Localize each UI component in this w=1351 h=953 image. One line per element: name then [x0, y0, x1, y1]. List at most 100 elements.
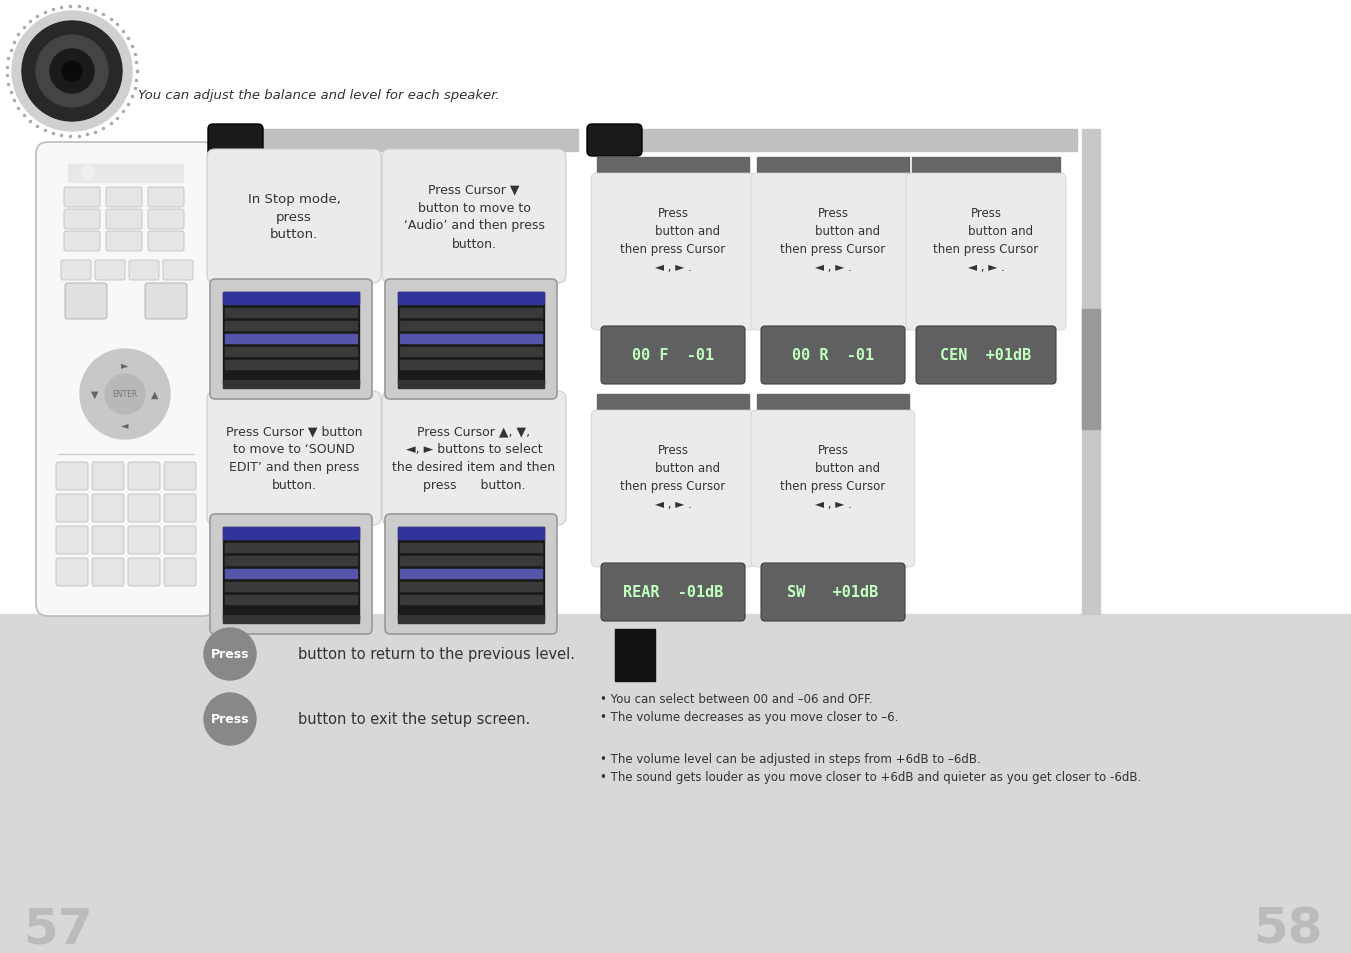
FancyBboxPatch shape: [586, 125, 642, 157]
FancyBboxPatch shape: [382, 392, 566, 525]
Text: ENTER: ENTER: [112, 390, 138, 399]
FancyBboxPatch shape: [163, 495, 196, 522]
Bar: [238, 130, 578, 152]
Bar: [400, 335, 542, 344]
FancyBboxPatch shape: [92, 495, 124, 522]
Bar: [912, 158, 1061, 180]
Bar: [1082, 130, 1100, 615]
Bar: [226, 309, 357, 317]
Bar: [223, 527, 359, 539]
Circle shape: [204, 693, 255, 745]
Text: 00 F  -01: 00 F -01: [632, 348, 715, 363]
Text: Press
        button and
then press Cursor
◄ , ► .: Press button and then press Cursor ◄ , ►…: [934, 207, 1039, 274]
FancyBboxPatch shape: [209, 515, 372, 635]
Bar: [226, 557, 357, 565]
Text: • The volume level can be adjusted in steps from +6dB to –6dB.: • The volume level can be adjusted in st…: [600, 753, 981, 765]
Bar: [400, 557, 542, 565]
Bar: [0, 615, 1351, 953]
Bar: [400, 582, 542, 592]
FancyBboxPatch shape: [55, 558, 88, 586]
Bar: [223, 380, 359, 389]
Bar: [399, 293, 544, 385]
FancyBboxPatch shape: [751, 411, 915, 567]
Bar: [226, 360, 357, 370]
Bar: [597, 395, 748, 416]
Text: • You can select between 00 and –06 and OFF.: • You can select between 00 and –06 and …: [600, 693, 873, 706]
FancyBboxPatch shape: [61, 261, 91, 281]
FancyBboxPatch shape: [92, 558, 124, 586]
FancyBboxPatch shape: [207, 392, 381, 525]
FancyBboxPatch shape: [385, 515, 557, 635]
Circle shape: [36, 36, 108, 108]
Bar: [1082, 310, 1100, 430]
Text: 00 R  -01: 00 R -01: [792, 348, 874, 363]
Bar: [615, 629, 655, 681]
Circle shape: [62, 62, 82, 82]
FancyBboxPatch shape: [601, 563, 744, 621]
Bar: [399, 293, 544, 305]
Text: • The sound gets louder as you move closer to +6dB and quieter as you get closer: • The sound gets louder as you move clos…: [600, 771, 1142, 783]
FancyBboxPatch shape: [63, 232, 100, 252]
Text: In Stop mode,
press
button.: In Stop mode, press button.: [247, 193, 340, 241]
Bar: [226, 543, 357, 553]
Circle shape: [204, 628, 255, 680]
FancyBboxPatch shape: [128, 526, 159, 555]
Bar: [400, 360, 542, 370]
FancyBboxPatch shape: [163, 261, 193, 281]
Bar: [226, 569, 357, 578]
Bar: [223, 616, 359, 623]
Bar: [226, 335, 357, 344]
FancyBboxPatch shape: [55, 495, 88, 522]
Text: Press
        button and
then press Cursor
◄ , ► .: Press button and then press Cursor ◄ , ►…: [781, 207, 886, 274]
FancyBboxPatch shape: [385, 280, 557, 399]
Text: ▲: ▲: [151, 390, 159, 399]
FancyBboxPatch shape: [128, 462, 159, 491]
Circle shape: [105, 375, 145, 415]
Text: REAR  -01dB: REAR -01dB: [623, 585, 723, 599]
FancyBboxPatch shape: [63, 210, 100, 230]
Text: ►: ►: [122, 359, 128, 370]
Bar: [68, 165, 182, 183]
Bar: [400, 348, 542, 356]
Bar: [223, 527, 359, 619]
FancyBboxPatch shape: [128, 558, 159, 586]
FancyBboxPatch shape: [63, 188, 100, 208]
Bar: [226, 582, 357, 592]
FancyBboxPatch shape: [65, 284, 107, 319]
Text: Press: Press: [211, 713, 249, 726]
Bar: [226, 322, 357, 331]
Bar: [399, 616, 544, 623]
FancyBboxPatch shape: [149, 188, 184, 208]
Text: Press: Press: [211, 648, 249, 660]
Text: 57: 57: [23, 905, 93, 953]
FancyBboxPatch shape: [55, 462, 88, 491]
Text: Press Cursor ▲, ▼,
◄, ► buttons to select
the desired item and then
press      b: Press Cursor ▲, ▼, ◄, ► buttons to selec…: [392, 425, 555, 492]
Bar: [400, 322, 542, 331]
Circle shape: [12, 12, 132, 132]
FancyBboxPatch shape: [128, 261, 159, 281]
Bar: [226, 596, 357, 604]
Bar: [597, 158, 748, 180]
FancyBboxPatch shape: [209, 280, 372, 399]
Bar: [399, 527, 544, 539]
FancyBboxPatch shape: [92, 462, 124, 491]
FancyBboxPatch shape: [105, 210, 142, 230]
FancyBboxPatch shape: [207, 150, 381, 284]
Bar: [223, 293, 359, 385]
FancyBboxPatch shape: [761, 327, 905, 385]
Bar: [400, 543, 542, 553]
Text: You can adjust the balance and level for each speaker.: You can adjust the balance and level for…: [138, 89, 500, 101]
Text: CEN  +01dB: CEN +01dB: [940, 348, 1032, 363]
Bar: [400, 596, 542, 604]
Bar: [400, 569, 542, 578]
Text: Press
        button and
then press Cursor
◄ , ► .: Press button and then press Cursor ◄ , ►…: [781, 444, 886, 511]
Bar: [399, 527, 544, 619]
Text: Press Cursor ▼ button
to move to ‘SOUND
EDIT’ and then press
button.: Press Cursor ▼ button to move to ‘SOUND …: [226, 425, 362, 492]
FancyBboxPatch shape: [590, 173, 755, 331]
FancyBboxPatch shape: [149, 232, 184, 252]
FancyBboxPatch shape: [163, 462, 196, 491]
Circle shape: [50, 50, 95, 94]
Text: Press
        button and
then press Cursor
◄ , ► .: Press button and then press Cursor ◄ , ►…: [620, 444, 725, 511]
FancyBboxPatch shape: [36, 143, 215, 617]
FancyBboxPatch shape: [382, 150, 566, 284]
